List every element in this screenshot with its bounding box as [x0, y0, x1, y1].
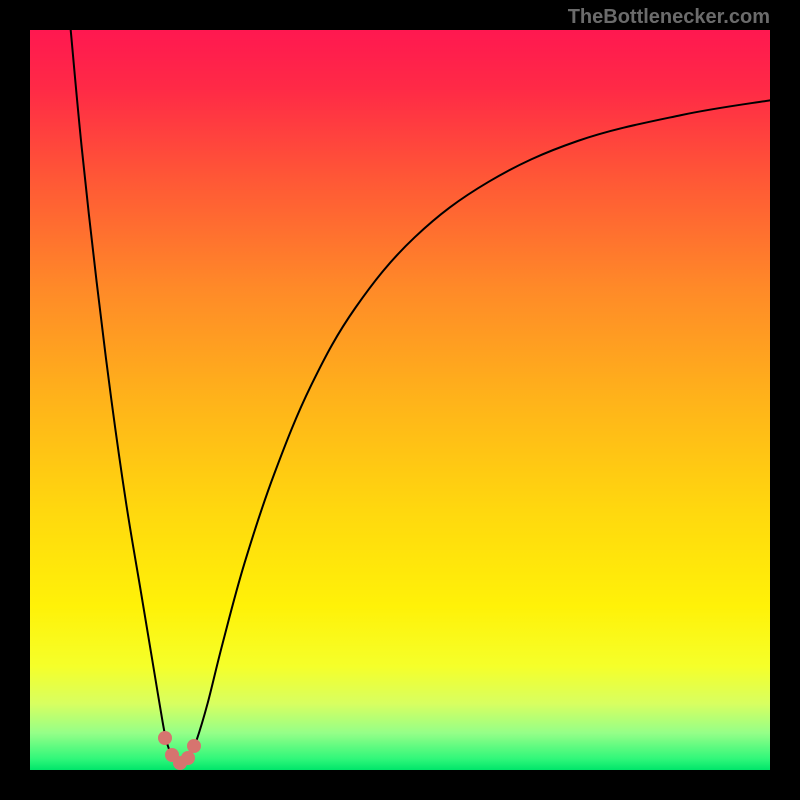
data-marker	[187, 739, 201, 753]
curve-left-branch	[71, 30, 180, 764]
plot-area	[30, 30, 770, 770]
watermark-text: TheBottlenecker.com	[568, 6, 770, 29]
data-marker	[158, 731, 172, 745]
chart-frame: TheBottlenecker.com	[0, 0, 800, 800]
bottleneck-curve	[30, 30, 770, 770]
curve-right-branch	[179, 100, 770, 764]
